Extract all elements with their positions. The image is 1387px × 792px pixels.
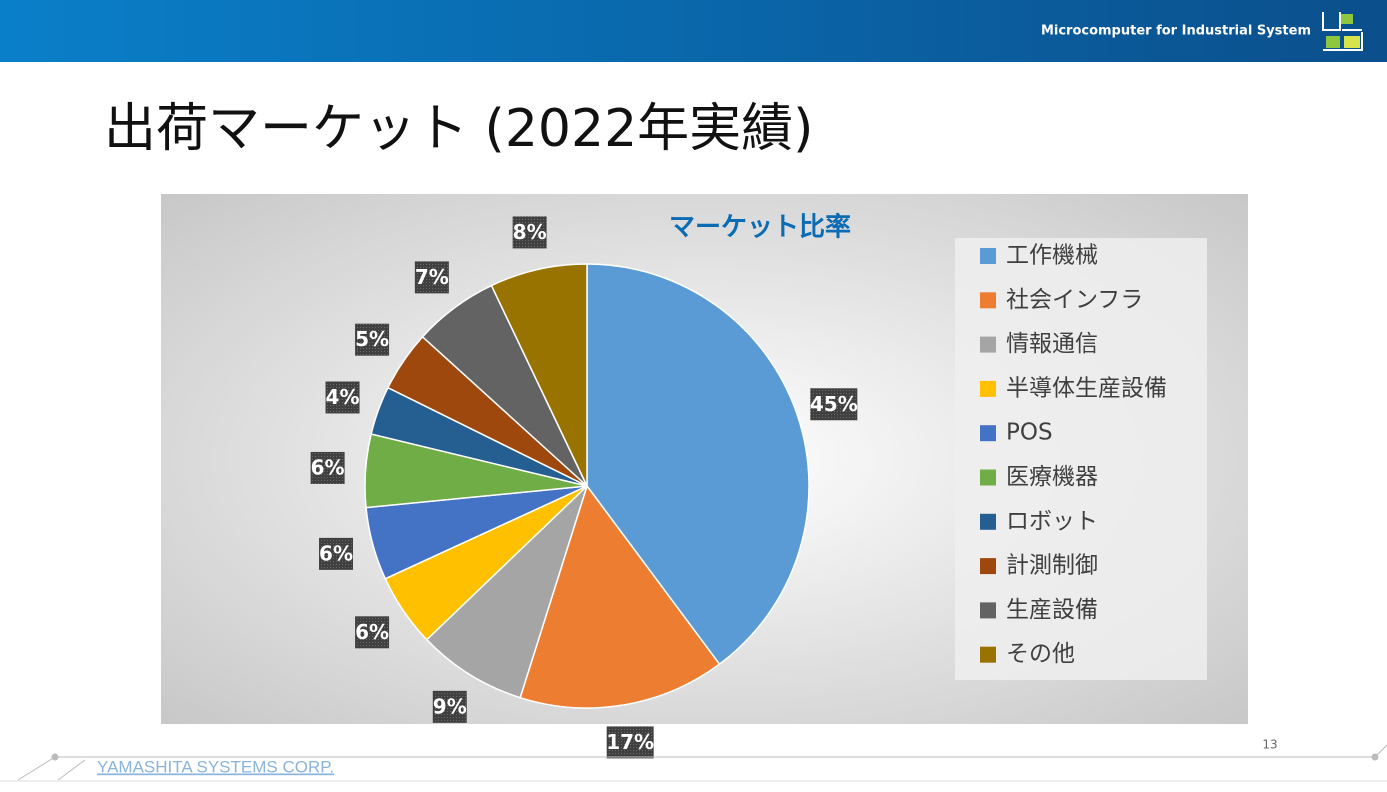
legend-swatch: [980, 425, 996, 442]
data-label-box: [319, 537, 354, 570]
legend-swatch: [980, 513, 996, 530]
data-label: 6%: [311, 455, 345, 479]
legend-swatch: [980, 469, 996, 486]
footer-lines: [0, 744, 1387, 782]
legend-label: 生産設備: [1006, 597, 1098, 623]
legend-label: 情報通信: [1006, 331, 1098, 357]
footer-company: YAMASHITA SYSTEMS CORP.: [97, 757, 334, 776]
legend-swatch: [980, 248, 996, 264]
legend-swatch: [980, 336, 996, 353]
chart-title: マーケット比率: [669, 212, 851, 243]
data-label-box: [355, 323, 390, 356]
data-labels: 45% 17% 9% 6% 6% 6% 4% 5% 7% 8%: [310, 216, 858, 759]
data-label: 7%: [415, 265, 449, 289]
data-label-box: [414, 261, 449, 294]
legend-label: 医療機器: [1006, 464, 1098, 490]
data-label-box: [310, 451, 345, 484]
legend-label: 工作機械: [1006, 243, 1098, 269]
data-label: 6%: [319, 541, 353, 565]
legend-swatch: [980, 558, 996, 575]
header-text: Microcomputer for Industrial System: [1041, 24, 1311, 39]
pie-slice: [425, 485, 588, 699]
data-label: 9%: [433, 694, 467, 718]
data-label: 6%: [355, 620, 389, 644]
pie: [364, 263, 810, 709]
legend-label: POS: [1006, 420, 1053, 446]
data-label: 45%: [810, 392, 858, 416]
legend-swatch: [980, 292, 996, 309]
data-label-box: [432, 690, 467, 723]
legend-label: 計測制御: [1006, 553, 1098, 579]
page-number: 13: [1262, 738, 1277, 752]
data-label-box: [355, 616, 390, 649]
legend-label: 半導体生産設備: [1006, 375, 1167, 401]
legend-label: 社会インフラ: [1006, 287, 1143, 313]
data-label-box: [810, 388, 858, 421]
data-label: 17%: [606, 730, 654, 754]
banner: [0, 0, 1387, 62]
data-label: 5%: [355, 327, 389, 351]
data-label: 8%: [513, 220, 547, 244]
data-label-box: [325, 381, 360, 414]
data-label-box: [512, 216, 547, 249]
data-label: 4%: [326, 385, 360, 409]
pie-slice: [490, 263, 588, 487]
logo: [1322, 12, 1363, 51]
legend-swatch: [980, 380, 996, 397]
slide-title: 出荷マーケット (2022年実績): [104, 99, 813, 159]
legend-swatch: [980, 602, 996, 619]
legend-label: その他: [1006, 641, 1075, 667]
data-label-box: [606, 726, 654, 759]
legend: [955, 238, 1207, 680]
pie-slice: [586, 263, 810, 666]
legend-label: ロボット: [1006, 508, 1098, 534]
legend-swatch: [980, 646, 996, 663]
